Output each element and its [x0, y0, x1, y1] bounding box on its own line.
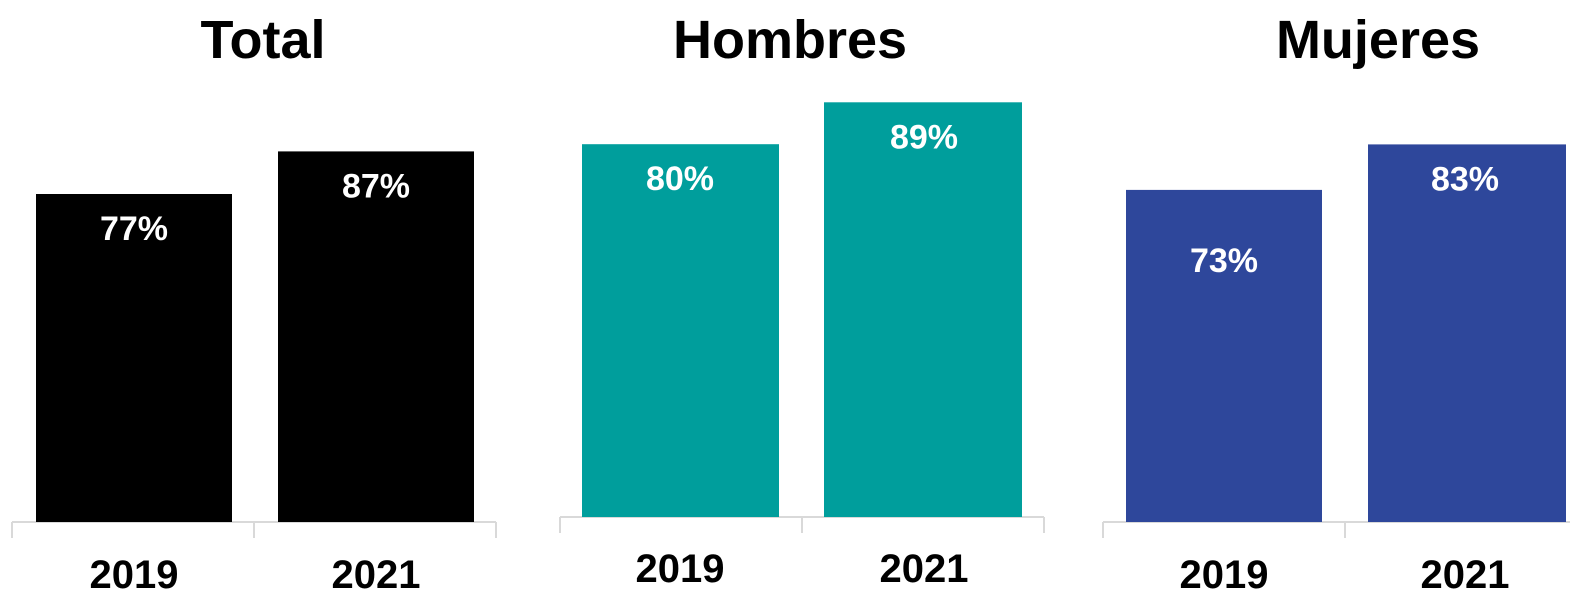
data-label-2021: 89%	[890, 118, 958, 156]
data-label-2019: 73%	[1190, 242, 1258, 280]
chart-panel-hombres: Hombres 80% 89% 2019 2021	[559, 10, 1045, 591]
data-label-2021: 83%	[1431, 160, 1499, 198]
x-tick-label-2021: 2021	[880, 547, 969, 591]
chart-panel-mujeres: Mujeres 73% 83% 2019 2021	[1102, 10, 1570, 594]
data-label-2021: 87%	[342, 167, 410, 205]
x-tick-label-2021: 2021	[1421, 553, 1510, 594]
chart-title: Mujeres	[1276, 10, 1480, 70]
chart-panel-total: Total 77% 87% 2019 2021	[11, 10, 497, 594]
data-label-2019: 80%	[646, 160, 714, 198]
bar-2021	[278, 151, 474, 522]
x-tick-label-2019: 2019	[1180, 553, 1269, 594]
bar-2019	[36, 194, 232, 522]
chart-title: Hombres	[673, 10, 907, 70]
chart-title: Total	[201, 10, 326, 70]
x-tick-label-2019: 2019	[636, 547, 725, 591]
bar-2019	[1126, 189, 1322, 522]
data-label-2019: 77%	[100, 210, 168, 248]
x-tick-label-2021: 2021	[332, 553, 421, 594]
bar-2021	[824, 102, 1022, 518]
x-tick-label-2019: 2019	[90, 553, 179, 594]
bar-2019	[582, 144, 779, 517]
bar-2021	[1368, 144, 1566, 522]
